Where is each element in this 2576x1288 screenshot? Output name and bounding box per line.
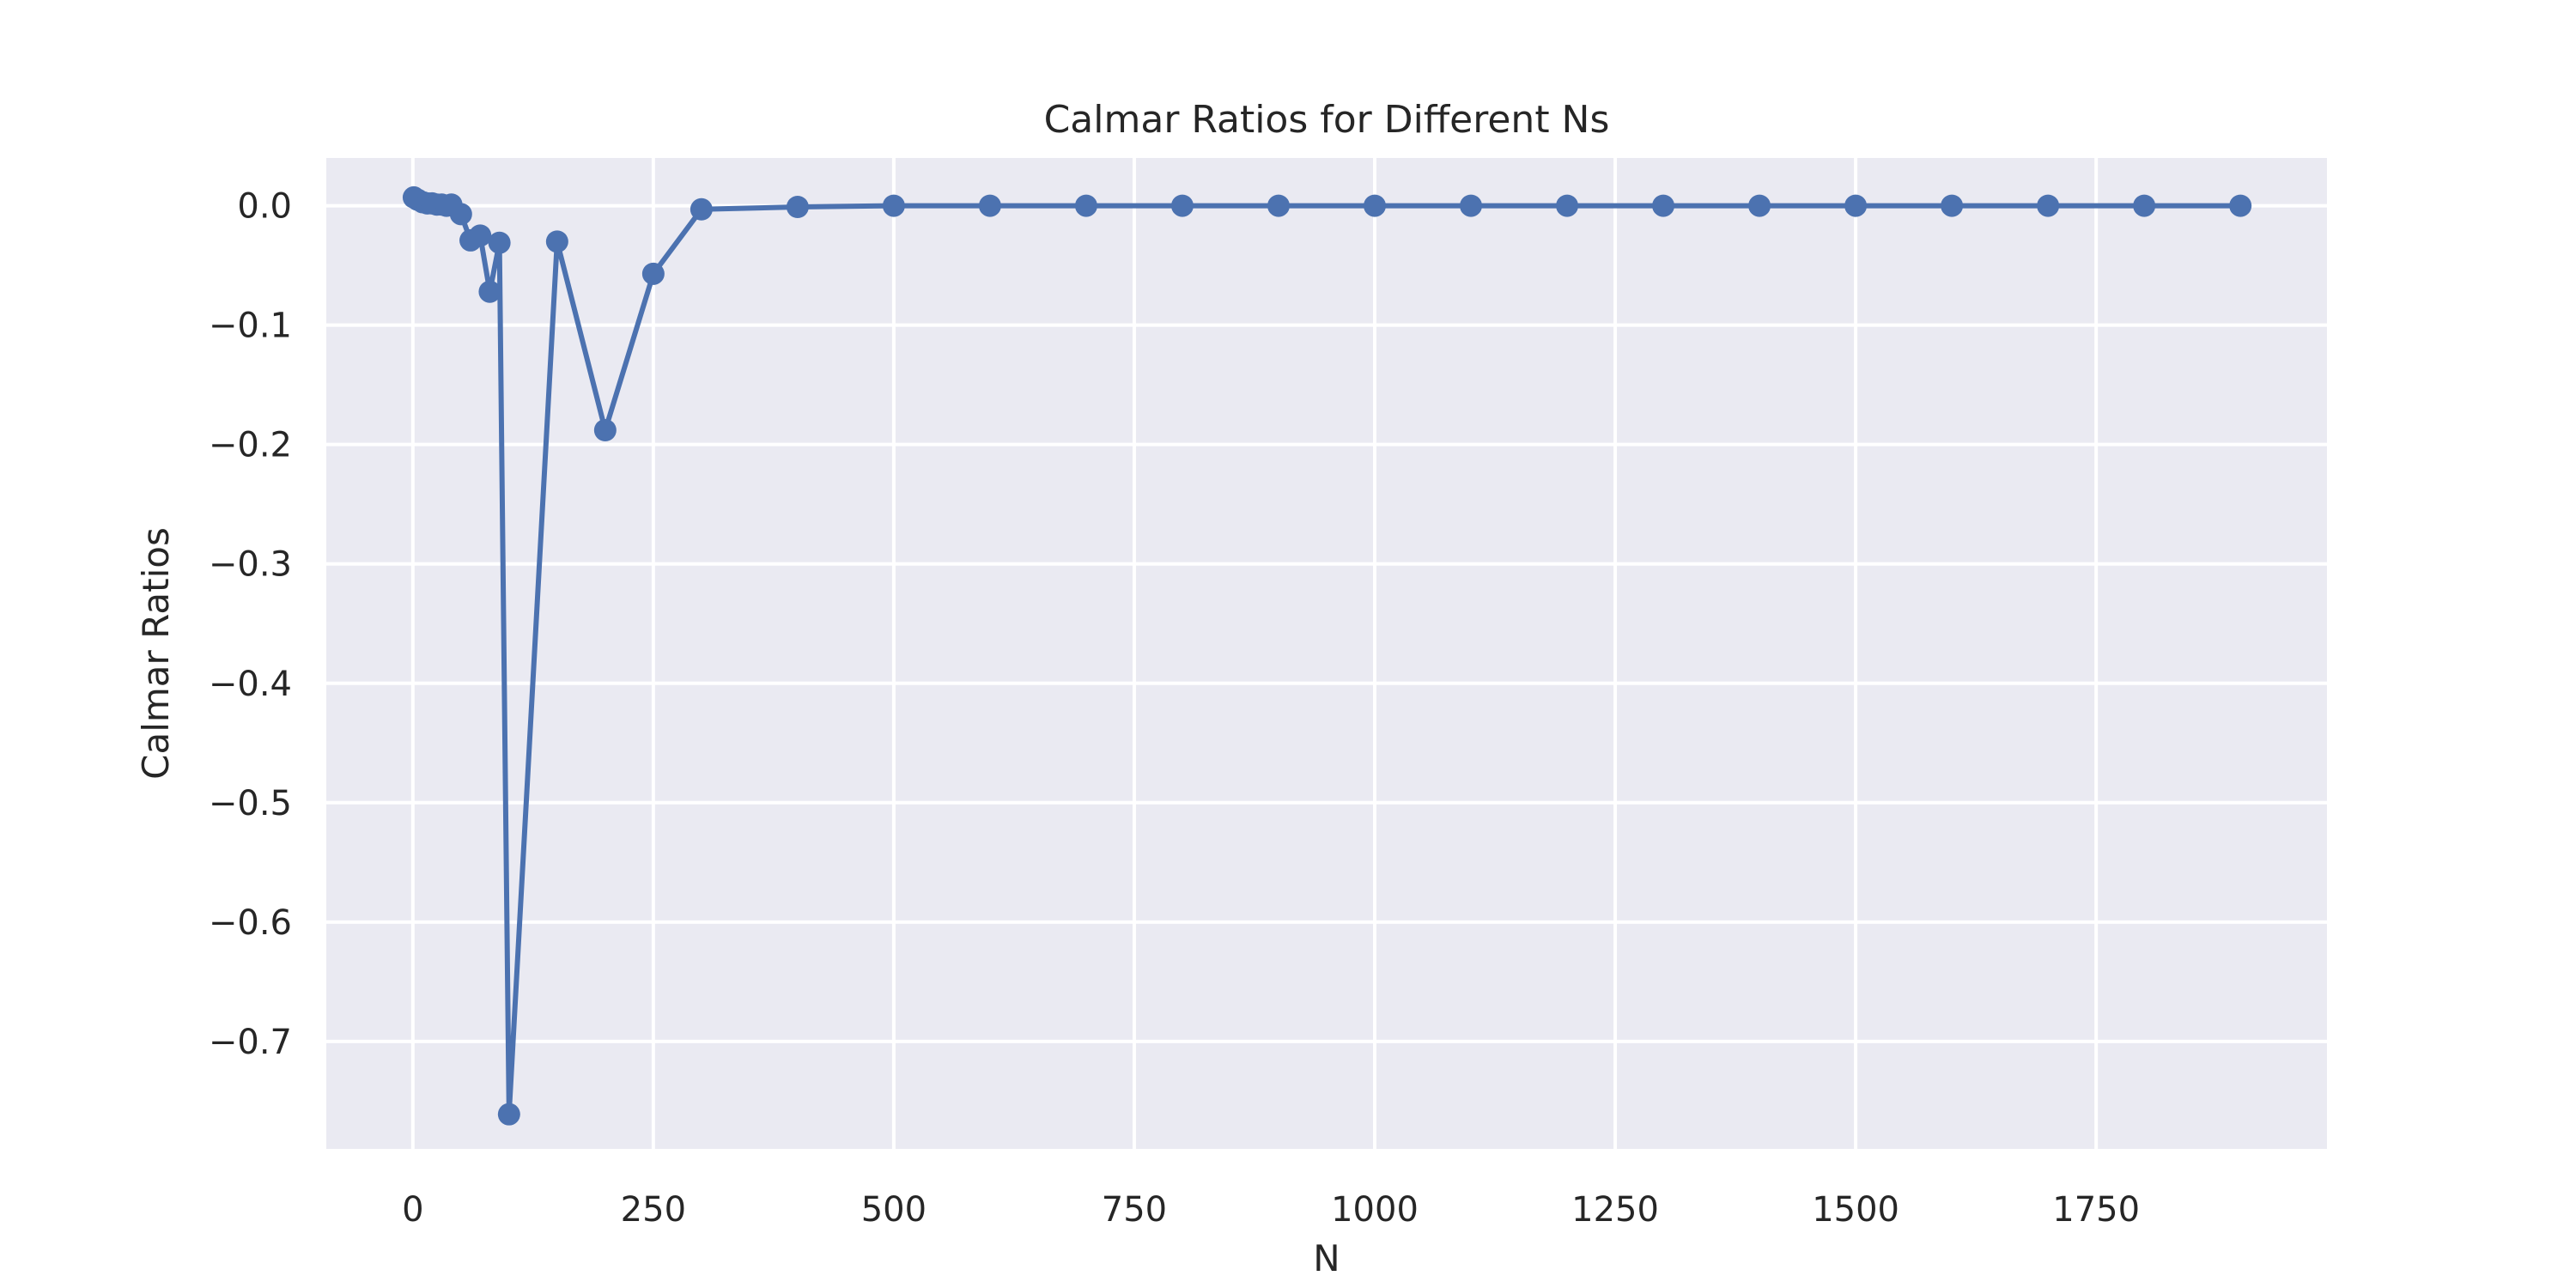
chart-title: Calmar Ratios for Different Ns [1044,98,1610,142]
y-tick-label: −0.5 [209,784,292,823]
x-tick-label: 1000 [1331,1190,1419,1230]
data-point [593,419,617,442]
x-grid [410,158,2099,1149]
data-point [2133,194,2156,217]
data-point [449,203,472,226]
data-point [1267,194,1290,217]
x-tick-label: 1500 [1812,1190,1899,1230]
data-point [545,230,568,253]
data-point [497,1103,520,1126]
x-tick-label: 500 [861,1190,927,1230]
x-tick-label: 0 [402,1190,423,1230]
y-tick-label: −0.7 [209,1023,292,1062]
y-axis-label: Calmar Ratios [135,527,177,780]
y-tick-label: −0.2 [209,426,292,465]
data-point [1364,194,1387,217]
y-tick-labels: 0.0 −0.1 −0.2 −0.3 −0.4 −0.5 −0.6 −0.7 [209,187,292,1062]
data-point [1941,194,1964,217]
x-tick-label: 750 [1102,1190,1167,1230]
data-point [2229,194,2252,217]
data-point [882,194,905,217]
plot-area [326,158,2327,1149]
series-layer [402,185,2252,1126]
data-point [488,231,511,254]
data-point [1170,194,1194,217]
data-point [1652,194,1675,217]
data-point [2037,194,2060,217]
data-point [978,194,1001,217]
x-tick-label: 1250 [1571,1190,1659,1230]
data-point [1748,194,1771,217]
x-tick-label: 1750 [2052,1190,2140,1230]
data-point [478,280,501,303]
y-tick-label: 0.0 [237,187,292,227]
data-point [786,196,809,219]
x-axis-label: N [1313,1237,1340,1279]
data-point [690,197,713,221]
y-tick-label: −0.1 [209,307,292,346]
data-point [641,262,665,285]
y-tick-label: −0.4 [209,665,292,704]
data-point [1460,194,1483,217]
data-point [1074,194,1097,217]
x-tick-label: 250 [621,1190,686,1230]
data-point [1556,194,1579,217]
y-tick-label: −0.6 [209,903,292,943]
data-point [469,224,492,247]
data-point [1844,194,1868,217]
y-tick-label: −0.3 [209,545,292,585]
x-tick-labels: 0 250 500 750 1000 1250 1500 1750 [402,1190,2140,1230]
